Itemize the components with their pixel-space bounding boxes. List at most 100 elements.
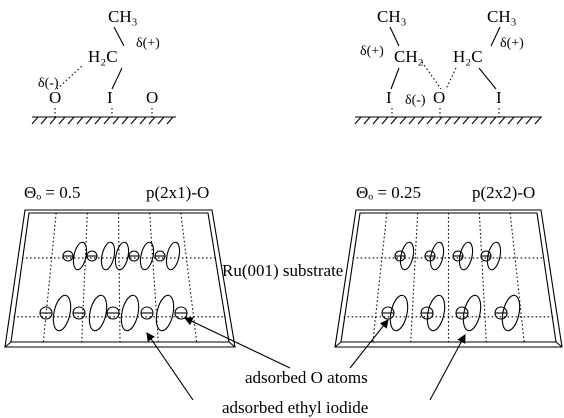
grid-line — [149, 212, 159, 343]
ethyl-iodide — [52, 294, 72, 332]
ethyl-iodide — [429, 241, 445, 271]
ethyl-iodide — [462, 294, 482, 332]
hatch — [67, 116, 75, 125]
bond — [111, 67, 123, 90]
ethyl-iodide — [72, 241, 88, 271]
hatch — [40, 116, 48, 125]
hatch — [489, 116, 497, 125]
hatch — [399, 116, 407, 125]
hatch — [381, 116, 389, 125]
arrow — [349, 319, 389, 369]
coverage: Θₒ = 0.25 — [356, 183, 421, 202]
hatch — [139, 116, 147, 125]
grid-line — [478, 212, 487, 343]
hatch — [31, 116, 39, 125]
partial-charge: δ(-) — [405, 93, 426, 108]
hatch — [516, 116, 524, 125]
grid-line — [509, 212, 525, 343]
ethyl-iodide — [426, 294, 446, 332]
ethyl-iodide — [88, 294, 108, 332]
ethyl-iodide — [165, 241, 181, 271]
slab-edge — [228, 341, 236, 348]
methyl: CH₃ — [108, 7, 138, 26]
oxygen: O — [433, 88, 445, 107]
interaction — [421, 61, 442, 90]
substrate-label: Ru(001) substrate — [222, 261, 343, 280]
hatch — [166, 116, 174, 125]
arrow — [146, 332, 194, 401]
partial-charge: δ(+) — [360, 44, 384, 59]
hatch — [372, 116, 380, 125]
interaction — [56, 65, 83, 90]
ethyl-iodide — [139, 241, 155, 271]
methyl: CH₃ — [377, 7, 407, 26]
substrate-slab-inner — [10, 212, 230, 343]
methylene: CH₂ — [394, 47, 424, 66]
hatch — [480, 116, 488, 125]
hatch — [507, 116, 515, 125]
hatch — [471, 116, 479, 125]
hatch — [534, 116, 542, 125]
hatch — [130, 116, 138, 125]
hatch — [426, 116, 434, 125]
grid-line — [81, 212, 88, 343]
slab-edge — [334, 341, 342, 348]
hatch — [498, 116, 506, 125]
hatch — [121, 116, 129, 125]
hatch — [525, 116, 533, 125]
partial-charge: δ(-) — [38, 76, 59, 91]
grid-line — [42, 212, 57, 343]
methylene: H₂C — [453, 47, 483, 66]
ethyl-iodide-label: adsorbed ethyl iodide — [222, 398, 368, 417]
bond — [490, 26, 501, 47]
hatch — [49, 116, 57, 125]
iodine: I — [496, 88, 502, 107]
coverage: Θₒ = 0.5 — [24, 183, 81, 202]
bond — [113, 26, 125, 47]
hatch — [148, 116, 156, 125]
hatch — [112, 116, 120, 125]
hatch — [363, 116, 371, 125]
hatch — [462, 116, 470, 125]
hatch — [76, 116, 84, 125]
grid-line — [372, 212, 388, 343]
hatch — [94, 116, 102, 125]
bond — [389, 26, 400, 47]
arrow — [184, 317, 291, 369]
ethyl-iodide — [458, 241, 474, 271]
iodine: I — [386, 88, 392, 107]
ethyl-iodide — [114, 241, 130, 271]
ethyl-iodide — [399, 241, 415, 271]
hatch — [453, 116, 461, 125]
arrow — [429, 334, 466, 401]
ethyl-iodide — [486, 241, 502, 271]
grid-line — [117, 212, 121, 343]
methyl: CH₃ — [487, 7, 517, 26]
slab-edge — [555, 341, 563, 348]
hatch — [435, 116, 443, 125]
hatch — [103, 116, 111, 125]
hatch — [444, 116, 452, 125]
hatch — [58, 116, 66, 125]
hatch — [408, 116, 416, 125]
ethyl-iodide — [389, 294, 409, 332]
interaction — [445, 67, 457, 90]
hatch — [354, 116, 362, 125]
hatch — [417, 116, 425, 125]
partial-charge: δ(+) — [500, 36, 524, 51]
slab-edge — [4, 341, 12, 348]
hatch — [390, 116, 398, 125]
ethyl-iodide — [120, 294, 140, 332]
iodine: I — [107, 88, 113, 107]
structure: p(2x2)-O — [472, 183, 535, 202]
grid-line — [180, 212, 198, 343]
bond — [478, 67, 497, 90]
partial-charge: δ(+) — [136, 36, 160, 51]
ethyl-iodide — [100, 241, 116, 271]
oxygen: O — [49, 88, 61, 107]
grid-line — [410, 212, 419, 343]
o-atoms-label: adsorbed O atoms — [245, 368, 368, 387]
ethyl-iodide — [501, 294, 521, 332]
bond — [390, 67, 400, 90]
